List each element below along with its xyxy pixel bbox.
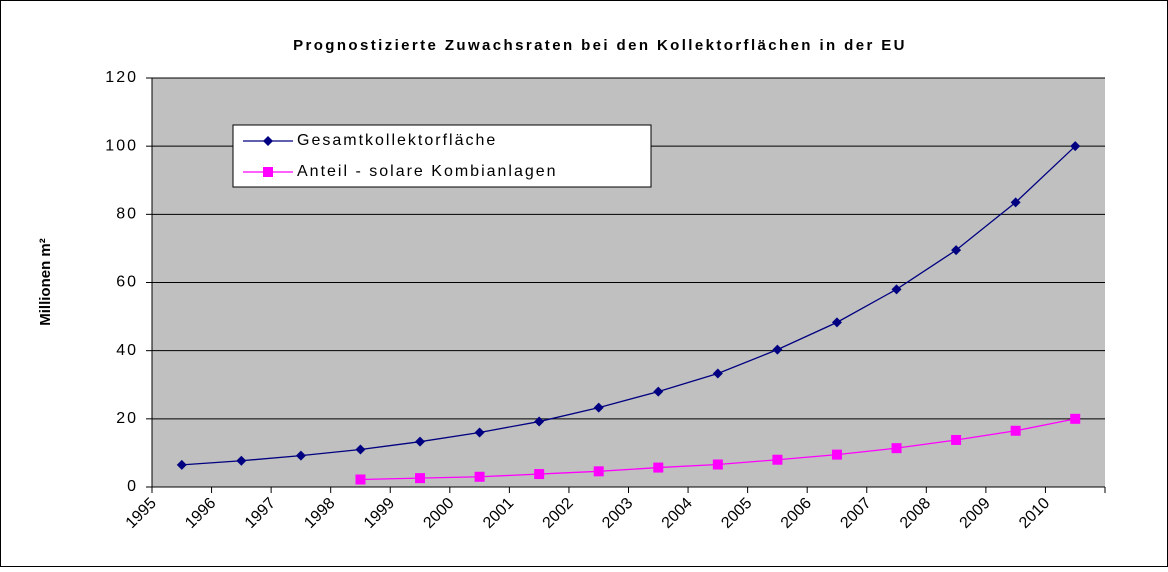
marker	[772, 344, 783, 355]
marker	[831, 317, 842, 328]
marker	[415, 436, 426, 447]
marker	[712, 459, 723, 470]
marker	[951, 434, 962, 445]
marker	[1010, 197, 1021, 208]
y-tick-label: 120	[105, 69, 138, 86]
marker	[474, 427, 485, 438]
marker	[355, 444, 366, 455]
marker	[891, 284, 902, 295]
y-tick-label: 40	[116, 342, 138, 359]
marker	[1070, 413, 1081, 424]
marker	[951, 245, 962, 256]
marker	[593, 402, 604, 413]
legend-label: Anteil - solare Kombianlagen	[297, 163, 558, 180]
marker	[772, 454, 783, 465]
marker	[534, 469, 545, 480]
marker	[415, 473, 426, 484]
marker	[712, 368, 723, 379]
chart-title: Prognostizierte Zuwachsraten bei den Kol…	[293, 37, 907, 54]
y-axis-label: Millionen m²	[37, 238, 54, 326]
marker	[474, 471, 485, 482]
marker	[534, 416, 545, 427]
marker	[263, 167, 273, 177]
marker	[236, 455, 247, 466]
y-tick-label: 60	[116, 274, 138, 291]
y-tick-label: 0	[127, 478, 138, 495]
marker	[831, 449, 842, 460]
y-tick-label: 100	[105, 137, 138, 154]
series-line	[181, 145, 1076, 466]
marker	[891, 443, 902, 454]
y-tick-label: 20	[116, 410, 138, 427]
y-tick-label: 80	[116, 206, 138, 223]
marker	[653, 462, 664, 473]
marker	[295, 450, 306, 461]
marker	[1070, 141, 1081, 152]
legend-box	[232, 124, 652, 188]
marker	[653, 386, 664, 397]
marker	[263, 136, 273, 146]
marker	[355, 474, 366, 485]
legend-label: Gesamtkollektorfläche	[297, 132, 497, 149]
marker	[593, 466, 604, 477]
marker	[176, 459, 187, 470]
marker	[1010, 425, 1021, 436]
